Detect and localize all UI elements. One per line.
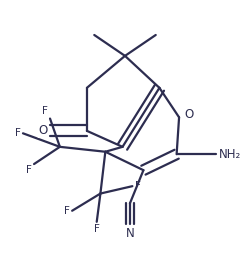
Text: NH₂: NH₂ [218,148,241,161]
Text: N: N [126,227,134,240]
Text: F: F [64,206,70,216]
Text: O: O [38,124,48,137]
Text: F: F [42,106,48,116]
Text: F: F [94,224,100,234]
Text: F: F [135,181,141,191]
Text: F: F [26,165,32,175]
Text: F: F [15,128,20,138]
Text: O: O [184,109,193,121]
